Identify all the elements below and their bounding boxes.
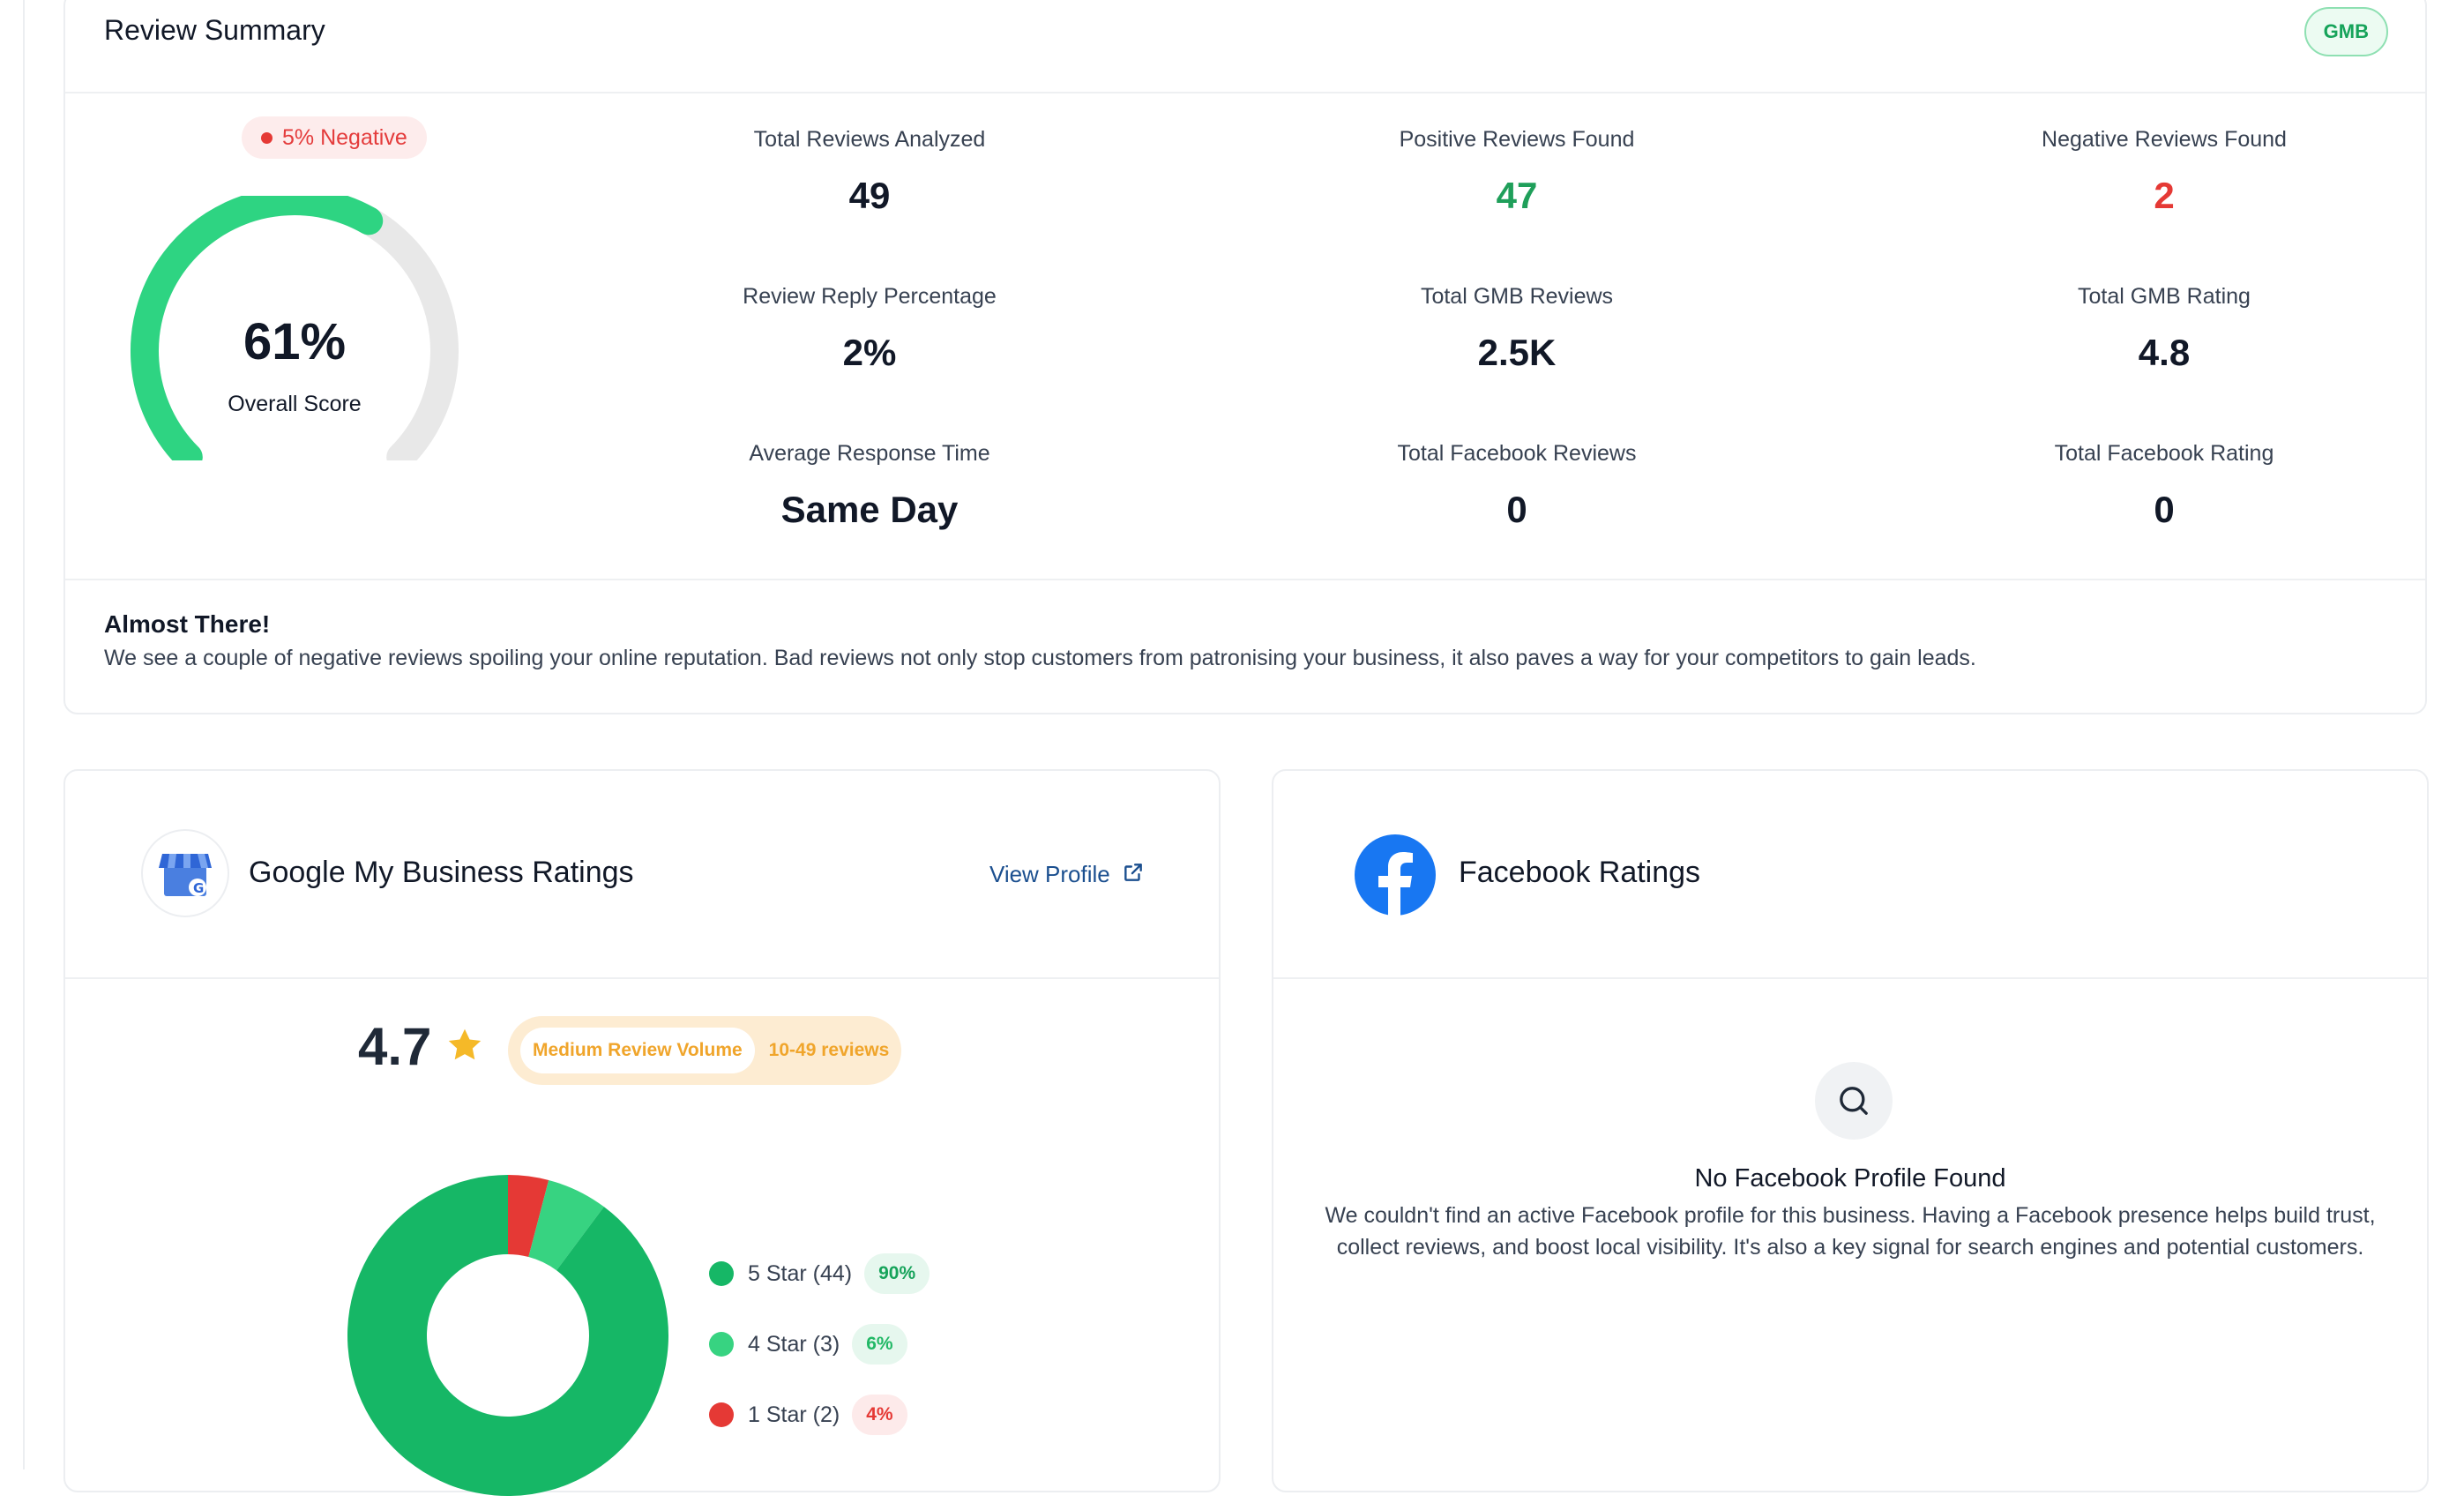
gmb-badge[interactable]: GMB: [2303, 7, 2388, 56]
stat-value: 0: [2154, 489, 2175, 530]
stat-total-facebook-rating: Total Facebook Rating 0: [1900, 437, 2429, 531]
donut-slice: [508, 1175, 549, 1258]
legend-dot: [709, 1261, 734, 1286]
divider: [65, 579, 2425, 580]
legend-percentage: 90%: [864, 1253, 930, 1294]
stat-label: Total GMB Reviews: [1420, 284, 1614, 309]
negative-dot-icon: [261, 132, 273, 144]
stat-total-gmb-rating: Total GMB Rating 4.8: [1900, 280, 2429, 374]
legend-item-4-star: 4 Star (3) 6%: [709, 1309, 930, 1380]
legend-dot: [709, 1402, 734, 1427]
legend-dot: [709, 1332, 734, 1357]
empty-state-search-badge: [1815, 1062, 1893, 1140]
stat-negative-reviews-found: Negative Reviews Found 2: [1900, 123, 2429, 217]
gmb-ratings-card: G Google My Business Ratings View Profil…: [63, 769, 1221, 1496]
view-profile-label: View Profile: [989, 861, 1110, 887]
review-volume-count: 10-49 reviews: [768, 1040, 890, 1060]
review-summary-header: Review Summary GMB: [65, 0, 2425, 93]
external-link-icon: [1124, 864, 1142, 881]
search-icon: [1840, 1087, 1868, 1115]
legend-label: 1 Star (2): [748, 1402, 840, 1427]
review-volume-badge: Medium Review Volume 10-49 reviews: [508, 1016, 902, 1085]
gmb-card-header: G Google My Business Ratings View Profil…: [65, 771, 1219, 979]
legend-percentage: 6%: [852, 1324, 907, 1365]
review-summary-card: Review Summary GMB 5% Negative 61% Overa…: [63, 0, 2427, 714]
stat-value: 2.5K: [1477, 332, 1557, 373]
facebook-card-header: Facebook Ratings: [1273, 771, 2427, 979]
stat-value: 47: [1496, 175, 1538, 216]
rating-distribution-donut: [347, 1175, 668, 1496]
legend-label: 4 Star (3): [748, 1331, 840, 1357]
review-volume-label: Medium Review Volume: [520, 1028, 755, 1073]
empty-state-title: No Facebook Profile Found: [1694, 1164, 2006, 1193]
legend-item-5-star: 5 Star (44) 90%: [709, 1238, 930, 1309]
stat-label: Negative Reviews Found: [2042, 127, 2287, 152]
stat-label: Positive Reviews Found: [1399, 127, 1635, 152]
stat-value: 2: [2154, 175, 2175, 216]
legend-label: 5 Star (44): [748, 1260, 853, 1286]
negative-percentage-badge: 5% Negative: [242, 116, 427, 159]
star-icon: [448, 1028, 482, 1060]
negative-percentage-label: 5% Negative: [282, 125, 407, 150]
legend-item-1-star: 1 Star (2) 4%: [709, 1380, 930, 1450]
view-profile-link[interactable]: View Profile: [989, 861, 1145, 888]
gmb-card-title: Google My Business Ratings: [249, 856, 634, 889]
stat-positive-reviews-found: Positive Reviews Found 47: [1252, 123, 1781, 217]
notice-title: Almost There!: [104, 610, 271, 638]
gmb-average-rating: 4.7: [358, 1017, 432, 1076]
stat-value: 2%: [842, 332, 897, 373]
stat-review-reply-percentage: Review Reply Percentage 2%: [605, 280, 1134, 374]
stat-label: Total Facebook Rating: [2054, 441, 2274, 466]
stat-label: Total Facebook Reviews: [1397, 441, 1637, 466]
svg-text:G: G: [193, 880, 204, 896]
stat-value: 49: [848, 175, 891, 216]
stat-label: Total Reviews Analyzed: [753, 127, 986, 152]
notice-text: We see a couple of negative reviews spoi…: [104, 646, 1976, 670]
stat-total-facebook-reviews: Total Facebook Reviews 0: [1252, 437, 1781, 531]
donut-slice: [347, 1175, 668, 1496]
left-rail: [0, 0, 25, 1469]
overall-score-label: Overall Score: [228, 392, 362, 416]
overall-score-gauge: 5% Negative 61% Overall Score: [118, 116, 489, 469]
google-my-business-icon: G: [141, 829, 229, 917]
stat-label: Total GMB Rating: [2078, 284, 2251, 309]
stat-label: Average Response Time: [749, 441, 990, 466]
legend-percentage: 4%: [852, 1395, 907, 1435]
stat-average-response-time: Average Response Time Same Day: [605, 437, 1134, 531]
review-summary-title: Review Summary: [104, 14, 325, 46]
empty-state-text: We couldn't find an active Facebook prof…: [1325, 1203, 2376, 1260]
facebook-card-title: Facebook Ratings: [1459, 856, 1701, 889]
donut-slice: [528, 1179, 604, 1271]
stat-value: Same Day: [780, 489, 959, 530]
stat-total-gmb-reviews: Total GMB Reviews 2.5K: [1252, 280, 1781, 374]
rating-legend: 5 Star (44) 90% 4 Star (3) 6% 1 Star (2)…: [709, 1238, 930, 1450]
facebook-ratings-card: Facebook Ratings No Facebook Profile Fou…: [1272, 769, 2429, 1492]
stat-value: 0: [1506, 489, 1527, 530]
stat-label: Review Reply Percentage: [743, 284, 997, 309]
facebook-icon: [1355, 834, 1436, 916]
gauge-arc: [131, 196, 459, 460]
overall-score-value: 61%: [243, 313, 347, 370]
stat-value: 4.8: [2138, 332, 2191, 373]
stat-total-reviews-analyzed: Total Reviews Analyzed 49: [605, 123, 1134, 217]
